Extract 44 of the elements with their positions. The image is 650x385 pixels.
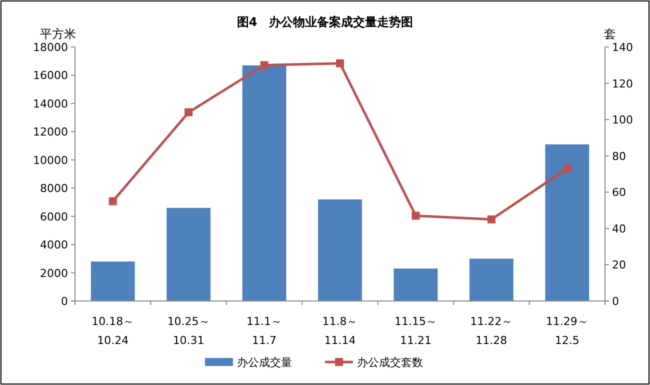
y-axis-title: 平方米 [40,27,76,41]
point [184,108,193,116]
y-tick-label: 4000 [40,238,68,252]
x-tick-label: 11.22～ 11.28 [470,315,513,347]
x-tick-label: 11.29～ 12.5 [546,315,588,347]
y-tick-label: 6000 [40,210,68,224]
point [108,197,117,206]
point [412,212,420,220]
y2-tick-label: 80 [612,150,626,163]
y-tick-label: 8000 [40,182,68,196]
bar [242,65,286,301]
y-tick-label: 18000 [33,41,68,54]
point [336,59,344,68]
bar [318,199,362,301]
y-tick-label: 12000 [33,126,68,139]
chart-title: 图4 办公物业备案成交量走势图 [236,15,414,29]
x-tick-label: 10.25～ 10.31 [167,315,210,347]
y-tick-label: 10000 [33,154,68,167]
point [563,164,572,173]
y2-tick-label: 0 [612,295,619,308]
legend-label: 办公成交套数 [357,356,423,369]
y2-tick-label: 120 [612,77,633,90]
point [260,61,268,70]
y2-tick-label: 100 [612,114,633,127]
point [487,215,496,224]
y-tick-label: 0 [61,295,68,308]
bar [394,268,438,301]
y2-tick-label: 140 [612,41,633,54]
y2-axis-title: 套 [604,27,616,41]
y-tick-label: 14000 [33,97,68,110]
x-tick-label: 11.15～ 11.21 [394,315,437,347]
y-tick-label: 16000 [33,69,68,82]
x-tick-label: 11.1～ 11.7 [246,315,282,347]
y2-tick-label: 20 [612,258,626,272]
y-tick-label: 2000 [40,266,68,280]
bar [545,144,590,301]
legend-label: 办公成交量 [237,356,292,369]
y2-tick-label: 60 [612,186,626,200]
y2-tick-label: 40 [612,222,626,236]
bar [469,258,514,301]
bar [166,208,211,301]
x-tick-label: 10.18～ 10.24 [92,315,134,347]
bar [90,261,135,301]
x-tick-label: 11.8～ 11.14 [322,315,358,347]
